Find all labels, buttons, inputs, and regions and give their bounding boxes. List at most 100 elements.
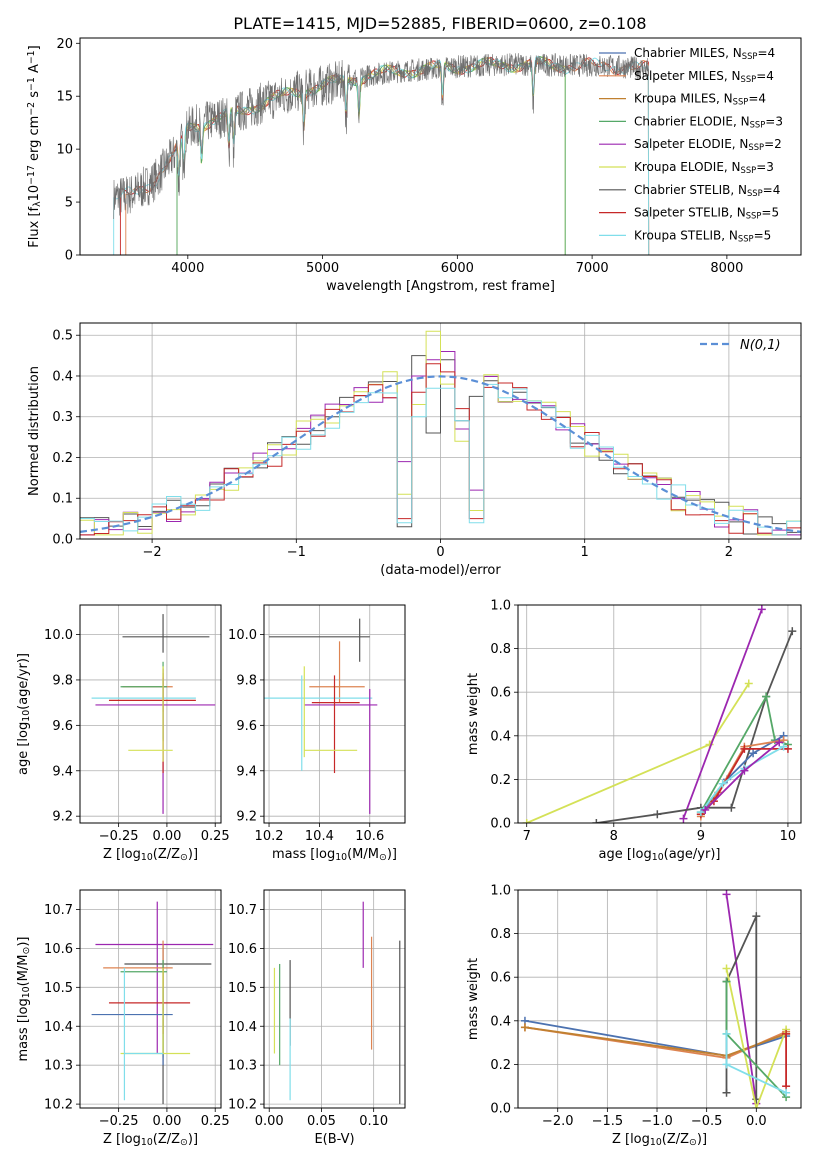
axes-frame <box>263 889 406 1109</box>
legend-entry: Kroupa STELIB, NSSP=5 <box>634 228 771 243</box>
weight-marker <box>749 749 758 758</box>
model-spectrum-kroupa_stelib <box>113 56 650 255</box>
y-axis-label: mass weight <box>466 673 481 755</box>
observed-spectrum <box>113 53 649 220</box>
weight-marker <box>782 1088 791 1097</box>
legend-entry: Salpeter STELIB, NSSP=5 <box>634 206 779 221</box>
y-tick-label: 0.5 <box>52 329 73 344</box>
legend-entry: Salpeter ELODIE, NSSP=2 <box>634 137 782 152</box>
errorbar-point <box>304 689 378 814</box>
x-tick-label: 0.0 <box>746 1114 767 1129</box>
y-axis-label: mass [log10(M/M⊙)] <box>16 937 32 1062</box>
histogram-salpeter_stelib <box>80 363 801 539</box>
x-tick-label: 0.10 <box>359 1114 388 1129</box>
errorbar-point <box>123 967 164 1101</box>
weight-marker <box>740 766 749 775</box>
y-tick-label: 10.6 <box>228 942 257 957</box>
legend-entry: Chabrier MILES, NSSP=4 <box>634 46 775 61</box>
legend-entry: Salpeter MILES, NSSP=4 <box>634 69 774 84</box>
y-tick-label: 10.5 <box>228 981 257 996</box>
weight-marker <box>701 805 710 814</box>
weight-line-kroupa_elodie <box>526 683 750 823</box>
y-tick-label: 0.6 <box>490 686 511 701</box>
errorbar-point <box>91 679 196 739</box>
panel-residuals: −2 −1 0 1 2 0.0 0.1 0.2 0.3 0.4 0.5 (data-model)/er… <box>27 322 802 578</box>
y-tick-label: 0 <box>65 249 73 264</box>
x-tick-label: 10.2 <box>255 829 284 844</box>
y-tick-label: 9.2 <box>52 810 73 825</box>
x-tick-label: 10.6 <box>355 829 384 844</box>
x-tick-label: 0.25 <box>201 1114 230 1129</box>
plot-area <box>113 53 650 255</box>
x-tick-label: −1.0 <box>641 1114 673 1129</box>
weight-marker <box>653 810 662 819</box>
y-tick-label: 9.4 <box>52 764 73 779</box>
y-tick-label: 9.2 <box>236 810 257 825</box>
weight-marker <box>775 738 784 747</box>
y-tick-label: 10.2 <box>44 1098 73 1113</box>
y-tick-label: 20 <box>56 37 73 52</box>
grid <box>518 889 801 1109</box>
weight-marker <box>744 679 753 688</box>
weight-marker <box>722 1088 731 1097</box>
plot-area <box>80 330 801 539</box>
y-tick-label: 0.0 <box>490 817 511 832</box>
x-axis-label: wavelength [Angstrom, rest frame] <box>326 279 555 294</box>
x-tick-label: 10.4 <box>305 829 334 844</box>
y-tick-label: 0.0 <box>52 533 73 548</box>
errorbar-point <box>108 668 196 774</box>
y-tick-label: 1.0 <box>490 884 511 899</box>
model-spectrum-salpeter_miles <box>125 56 650 255</box>
y-tick-label: 10 <box>56 143 73 158</box>
plot-area <box>520 890 791 1108</box>
y-tick-label: 0.6 <box>490 971 511 986</box>
y-tick-label: 0.8 <box>490 927 511 942</box>
weight-marker <box>783 744 792 753</box>
axes-frame <box>517 889 802 1109</box>
y-tick-label: 10.2 <box>228 1098 257 1113</box>
x-tick-label: 0.00 <box>152 1114 181 1129</box>
plot-area <box>264 618 378 814</box>
x-tick-label: 5000 <box>306 261 339 276</box>
histogram-kroupa_elodie <box>80 330 801 539</box>
y-axis-label: Normed distribution <box>27 366 42 496</box>
x-tick-label: −0.5 <box>691 1114 723 1129</box>
errorbar-point <box>128 666 173 762</box>
gaussian-curve <box>80 375 801 533</box>
x-tick-label: −2.0 <box>542 1114 574 1129</box>
axes-frame <box>79 37 802 256</box>
y-tick-label: 0.4 <box>490 729 511 744</box>
y-tick-label: 0.2 <box>490 1058 511 1073</box>
weight-marker <box>520 1023 529 1032</box>
errorbar-point <box>122 673 173 712</box>
weight-line-salpeter_elodie <box>725 894 758 1104</box>
grid <box>80 890 221 1108</box>
x-axis-label: Z [log10(Z/Z⊙)] <box>103 847 198 863</box>
x-axis-label: (data-model)/error <box>380 563 501 578</box>
model-spectrum-chabrier_elodie <box>176 56 566 255</box>
y-tick-label: 0.2 <box>52 451 73 466</box>
y-tick-label: 9.8 <box>52 673 73 688</box>
weight-marker <box>722 1029 731 1038</box>
y-axis-label: mass weight <box>466 958 481 1040</box>
axes-frame <box>79 604 222 824</box>
panel-weight-vs-Z: −2.0 −1.5 −1.0 −0.5 0.0 0.0 0.2 0.4 0.6 0.8 1.0 Z [… <box>466 884 802 1148</box>
x-axis-label: age [log10(age/yr)] <box>599 847 721 863</box>
x-tick-label: 1 <box>581 545 589 560</box>
legend-entry: Kroupa MILES, NSSP=4 <box>634 92 766 107</box>
panel-mass-vs-Z: −0.25 0.00 0.25 10.2 10.3 10.4 10.5 10.6 10.7 Z [… <box>16 889 230 1148</box>
y-tick-label: 9.6 <box>236 719 257 734</box>
weight-marker <box>752 912 761 921</box>
panel-mass-vs-EBV: 0.00 0.05 0.10 10.2 10.3 10.4 10.5 10.6 10.7 E(B-… <box>228 889 406 1147</box>
x-axis-label: Z [log10(Z/Z⊙)] <box>103 1132 198 1148</box>
grid <box>80 605 221 823</box>
errorbar-point <box>309 641 365 703</box>
legend-entry: Chabrier STELIB, NSSP=4 <box>634 183 780 198</box>
panel-age-vs-mass: 10.2 10.4 10.6 9.2 9.4 9.6 9.8 10.0 mass [log10(… <box>228 604 406 863</box>
y-tick-label: 5 <box>65 196 73 211</box>
y-tick-label: 10.0 <box>44 628 73 643</box>
plot-area <box>91 901 214 1105</box>
weight-marker <box>782 1029 791 1038</box>
y-tick-label: 10.4 <box>44 1020 73 1035</box>
